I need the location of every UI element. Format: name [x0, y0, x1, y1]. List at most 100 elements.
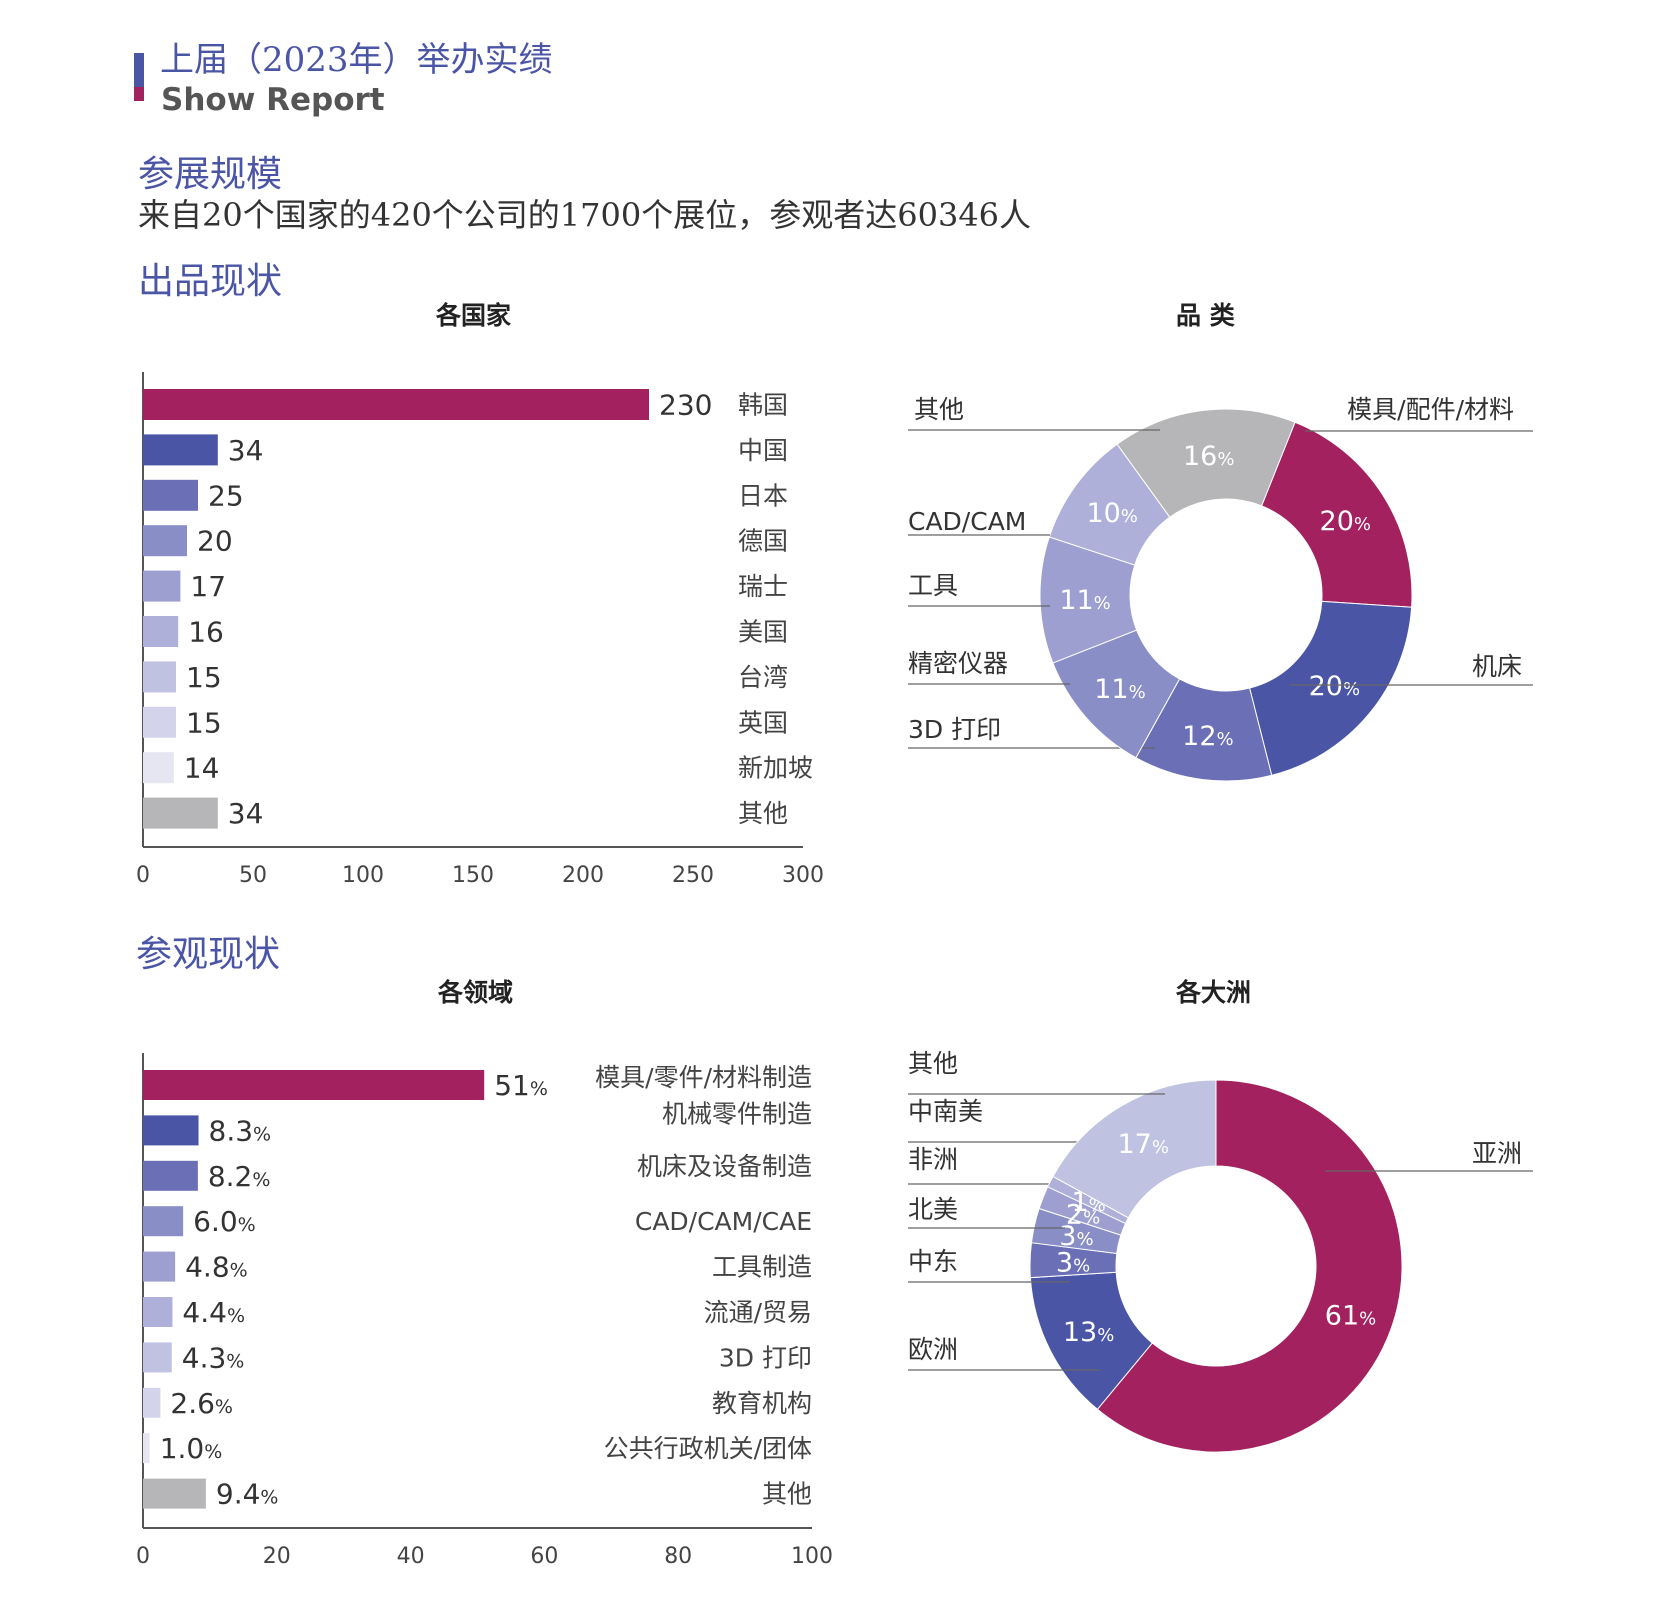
- field-tick-label: 20: [263, 1544, 291, 1569]
- country-data-label: 25: [208, 479, 244, 512]
- continent-slice-label: 亚洲: [1472, 1139, 1522, 1168]
- title-accent-bar: [134, 53, 144, 101]
- country-category-label: 新加坡: [738, 754, 813, 783]
- continent-pct-label: 17%: [1117, 1129, 1168, 1160]
- field-data-label: 9.4%: [216, 1478, 279, 1511]
- country-bar: [143, 797, 218, 829]
- field-tick-label: 0: [136, 1544, 150, 1569]
- field-bar: [143, 1206, 184, 1237]
- field-bar: [143, 1251, 176, 1282]
- category-slice-label: 3D 打印: [908, 715, 1001, 744]
- category-pct-label: 10%: [1086, 498, 1137, 529]
- country-tick-label: 50: [239, 863, 267, 888]
- country-category-label: 美国: [738, 618, 788, 647]
- country-data-label: 15: [186, 661, 222, 694]
- field-data-label: 4.4%: [182, 1296, 245, 1329]
- country-bar: [143, 570, 181, 602]
- field-data-label: 2.6%: [170, 1387, 233, 1420]
- field-data-label: 4.3%: [182, 1341, 245, 1374]
- country-data-label: 15: [186, 706, 222, 739]
- country-tick-label: 150: [452, 863, 494, 888]
- continent-chart-title: 各大洲: [1176, 978, 1252, 1007]
- field-bar: [143, 1478, 206, 1509]
- country-bar: [143, 434, 218, 466]
- country-bar: [143, 752, 174, 784]
- category-pct-label: 16%: [1183, 441, 1234, 472]
- country-category-label: 英国: [738, 708, 788, 737]
- country-category-label: 其他: [738, 799, 788, 828]
- country-data-label: 16: [188, 616, 224, 649]
- field-chart-title: 各领域: [438, 978, 514, 1007]
- field-category-label: 机械零件制造: [662, 1099, 812, 1128]
- category-pct-label: 20%: [1320, 506, 1371, 537]
- page-subtitle: Show Report: [161, 82, 385, 118]
- continent-pct-label: 61%: [1325, 1300, 1376, 1331]
- accent-bar-blue: [134, 53, 144, 87]
- category-slice: [1260, 421, 1413, 608]
- category-pct-label: 11%: [1059, 585, 1110, 616]
- field-category-label: 公共行政机关/团体: [604, 1434, 812, 1463]
- continent-slice-label: 非洲: [908, 1145, 958, 1174]
- continent-slice-label: 欧洲: [908, 1335, 958, 1364]
- field-data-label: 51%: [494, 1069, 548, 1102]
- country-bar: [143, 616, 179, 647]
- field-category-label: 教育机构: [712, 1389, 812, 1418]
- category-slice: [1116, 408, 1296, 518]
- country-category-label: 日本: [738, 481, 788, 510]
- country-tick-label: 200: [562, 863, 604, 888]
- country-data-label: 34: [228, 434, 264, 467]
- country-category-label: 瑞士: [738, 572, 788, 601]
- field-tick-label: 60: [530, 1544, 558, 1569]
- continent-slice: [1096, 1079, 1403, 1453]
- country-bar: [143, 525, 187, 557]
- country-tick-label: 100: [342, 863, 384, 888]
- field-data-label: 8.3%: [209, 1114, 272, 1147]
- category-chart-title: 品 类: [1176, 301, 1235, 330]
- field-data-label: 6.0%: [193, 1205, 256, 1238]
- category-pct-label: 11%: [1094, 674, 1145, 705]
- field-bar: [143, 1115, 199, 1146]
- country-category-label: 德国: [738, 527, 788, 556]
- country-bar: [143, 706, 176, 738]
- exhibit-heading: 出品现状: [138, 261, 283, 302]
- country-tick-label: 0: [136, 863, 150, 888]
- country-bar: [143, 389, 649, 420]
- country-tick-label: 250: [672, 863, 714, 888]
- continent-slice-label: 中东: [908, 1247, 958, 1276]
- country-data-label: 20: [197, 525, 233, 558]
- continent-slice: [1052, 1079, 1217, 1219]
- field-bar: [143, 1342, 172, 1373]
- category-pct-label: 12%: [1182, 721, 1233, 752]
- field-category-label: 工具制造: [712, 1253, 812, 1282]
- country-data-label: 14: [184, 752, 220, 785]
- page-title: 上届（2023年）举办实绩: [160, 40, 553, 80]
- country-category-label: 中国: [738, 436, 788, 465]
- field-category-label: 流通/贸易: [704, 1298, 812, 1327]
- field-category-label: 其他: [762, 1480, 812, 1509]
- country-chart-title: 各国家: [436, 301, 512, 330]
- field-bar: [143, 1070, 485, 1100]
- accent-bar-magenta: [134, 87, 144, 101]
- country-category-label: 韩国: [738, 391, 788, 420]
- category-slice-label: 其他: [914, 395, 964, 424]
- category-slice-label: 精密仪器: [908, 649, 1008, 678]
- category-slice: [1248, 600, 1413, 776]
- country-data-label: 17: [190, 570, 226, 603]
- category-slice-label: 模具/配件/材料: [1347, 395, 1514, 424]
- scale-heading: 参展规模: [138, 154, 283, 195]
- country-data-label: 230: [659, 389, 712, 422]
- field-tick-label: 40: [397, 1544, 425, 1569]
- country-bar: [143, 479, 198, 511]
- continent-slice-label: 北美: [908, 1195, 958, 1224]
- visit-heading: 参观现状: [136, 934, 281, 975]
- field-category-label: 模具/零件/材料制造: [595, 1063, 812, 1092]
- country-tick-label: 300: [782, 863, 824, 888]
- field-data-label: 4.8%: [185, 1251, 248, 1284]
- country-category-label: 台湾: [738, 663, 788, 692]
- continent-pct-label: 3%: [1056, 1248, 1090, 1279]
- country-bar: [143, 661, 176, 693]
- country-data-label: 34: [228, 797, 264, 830]
- field-data-label: 8.2%: [208, 1160, 271, 1193]
- field-category-label: 3D 打印: [719, 1343, 812, 1372]
